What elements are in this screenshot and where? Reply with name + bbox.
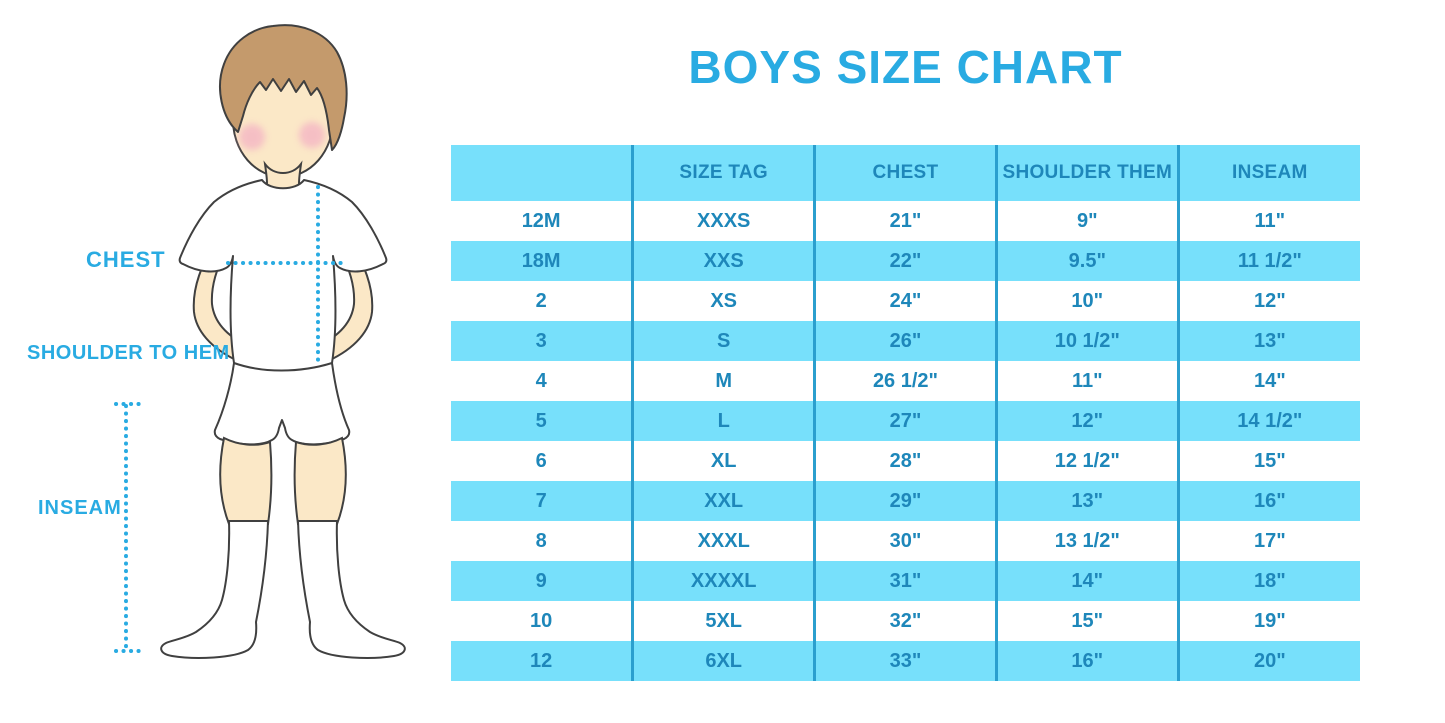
table-cell: 27" xyxy=(813,401,997,441)
table-cell: 13" xyxy=(994,481,1179,521)
table-row: 4 M 26 1/2" 11" 14" xyxy=(451,361,1360,401)
table-row: 9 XXXXL 31" 14" 18" xyxy=(451,561,1360,601)
page-title: BOYS SIZE CHART xyxy=(688,41,1123,93)
table-cell: 6XL xyxy=(631,641,815,681)
boy-illustration xyxy=(114,24,406,659)
table-cell: 19" xyxy=(1176,601,1360,641)
column-header-inseam: INSEAM xyxy=(1176,145,1360,201)
table-cell: 32" xyxy=(813,601,997,641)
table-cell: 14" xyxy=(1176,361,1360,401)
table-cell: 24" xyxy=(813,281,997,321)
table-cell: 16" xyxy=(1176,481,1360,521)
hair xyxy=(219,24,348,151)
table-row: 6 XL 28" 12 1/2" 15" xyxy=(451,441,1360,481)
table-cell: 12 xyxy=(451,641,633,681)
table-cell: 12" xyxy=(1176,281,1360,321)
table-cell: 10 xyxy=(530,609,553,632)
table-cell: 6 xyxy=(535,449,547,472)
chest-label: CHEST xyxy=(86,247,166,272)
table-cell: 15" xyxy=(994,601,1179,641)
shorts xyxy=(213,362,351,446)
table-row: 12 6XL 33" 16" 20" xyxy=(451,641,1360,681)
table-cell: 11" xyxy=(1176,201,1360,241)
table-cell: 29" xyxy=(813,481,997,521)
table-cell: 11 1/2" xyxy=(1176,241,1360,281)
table-cell: 10 1/2" xyxy=(994,321,1179,361)
table-cell: 30" xyxy=(813,521,997,561)
table-cell: 18" xyxy=(1176,561,1360,601)
left-sock xyxy=(160,520,269,659)
table-row: 7 XXL 29" 13" 16" xyxy=(451,481,1360,521)
table-cell: 33" xyxy=(813,641,997,681)
table-cell: 5 xyxy=(451,401,633,441)
table-cell: 26" xyxy=(813,321,997,361)
blush-right xyxy=(299,122,325,148)
table-cell: XXXXL xyxy=(631,561,815,601)
table-cell: 21" xyxy=(813,201,997,241)
table-cell: 5XL xyxy=(631,601,815,641)
table-cell: 12M xyxy=(521,209,561,232)
table-cell: 14 1/2" xyxy=(1176,401,1360,441)
blush-left xyxy=(239,124,265,150)
table-cell: 9 xyxy=(451,561,633,601)
size-table: SIZE TAG CHEST SHOULDER THEM INSEAM 12M XXXS… xyxy=(451,145,1360,681)
table-cell: XXXS xyxy=(631,201,815,241)
table-row: 5 L 27" 12" 14 1/2" xyxy=(451,401,1360,441)
column-header-shoulder-them: SHOULDER THEM xyxy=(994,145,1179,201)
table-cell: 7 xyxy=(451,481,633,521)
table-cell: 13 1/2" xyxy=(994,521,1179,561)
table-row: 3 S 26" 10 1/2" 13" xyxy=(451,321,1360,361)
column-header-chest: CHEST xyxy=(813,145,997,201)
table-cell: S xyxy=(631,321,815,361)
table-cell: 10" xyxy=(994,281,1179,321)
table-cell: XS xyxy=(631,281,815,321)
table-cell: 4 xyxy=(535,369,547,392)
table-cell: 17" xyxy=(1176,521,1360,561)
left-leg xyxy=(219,436,273,525)
table-row: 12M XXXS 21" 9" 11" xyxy=(451,201,1360,241)
table-cell: XXXL xyxy=(631,521,815,561)
table-cell: XXL xyxy=(631,481,815,521)
table-cell: 28" xyxy=(813,441,997,481)
table-cell: 14" xyxy=(994,561,1179,601)
right-sock xyxy=(297,520,406,659)
table-row: 10 5XL 32" 15" 19" xyxy=(451,601,1360,641)
table-cell: 12 1/2" xyxy=(994,441,1179,481)
table-row: 2 XS 24" 10" 12" xyxy=(451,281,1360,321)
shoulder-to-hem-label: SHOULDER TO HEM xyxy=(27,342,230,364)
right-leg xyxy=(293,436,347,525)
table-cell: 2 xyxy=(535,289,547,312)
table-row: 18M XXS 22" 9.5" 11 1/2" xyxy=(451,241,1360,281)
table-header-row: SIZE TAG CHEST SHOULDER THEM INSEAM xyxy=(451,145,1360,201)
table-cell: XL xyxy=(631,441,815,481)
table-cell: 9" xyxy=(994,201,1179,241)
column-header-blank xyxy=(451,145,633,201)
table-row: 8 XXXL 30" 13 1/2" 17" xyxy=(451,521,1360,561)
table-cell: M xyxy=(631,361,815,401)
measurement-figure-area: CHEST SHOULDER TO HEM INSEAM xyxy=(0,0,450,723)
table-cell: 3 xyxy=(451,321,633,361)
table-cell: 16" xyxy=(994,641,1179,681)
table-cell: 12" xyxy=(994,401,1179,441)
inseam-label: INSEAM xyxy=(38,497,122,519)
table-cell: 11" xyxy=(994,361,1179,401)
table-cell: 18M xyxy=(451,241,633,281)
table-cell: L xyxy=(631,401,815,441)
table-cell: 26 1/2" xyxy=(813,361,997,401)
table-cell: 22" xyxy=(813,241,997,281)
column-header-size-tag: SIZE TAG xyxy=(631,145,815,201)
table-cell: 15" xyxy=(1176,441,1360,481)
table-cell: 13" xyxy=(1176,321,1360,361)
table-cell: 9.5" xyxy=(994,241,1179,281)
table-cell: 8 xyxy=(535,529,547,552)
table-cell: 20" xyxy=(1176,641,1360,681)
table-cell: 31" xyxy=(813,561,997,601)
table-body: 12M XXXS 21" 9" 11" 18M XXS 22" 9.5" 11 1/2" 2 XS 24… xyxy=(451,201,1360,681)
table-cell: XXS xyxy=(631,241,815,281)
